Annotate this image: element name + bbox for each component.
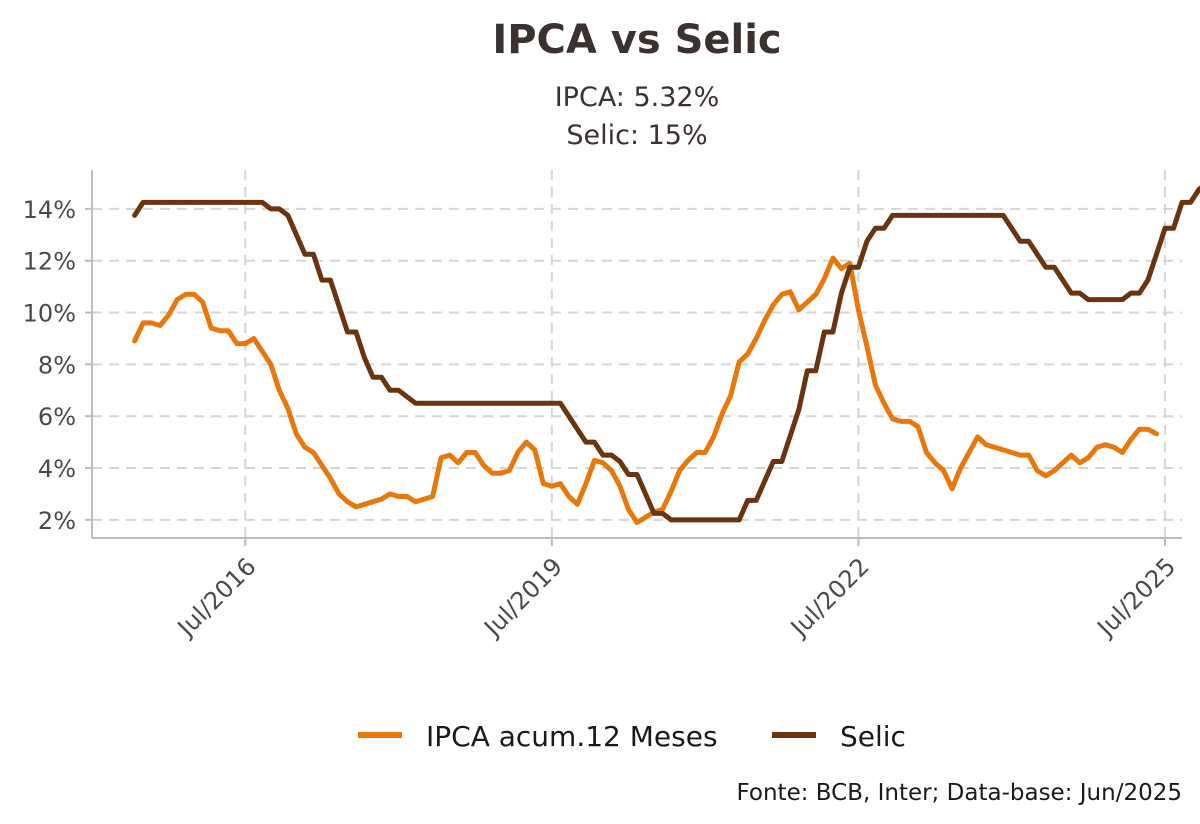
x-tick-label: Jul/2019 [477,552,568,643]
y-tick-label: 4% [38,455,76,483]
legend: IPCA acum.12 Meses Selic [358,720,906,753]
y-tick-label: 8% [38,351,76,379]
legend-label-ipca: IPCA acum.12 Meses [426,720,718,753]
y-tick-labels: 2% 4% 6% 8% 10% 12% 14% [23,196,76,535]
x-tick-label: Jul/2025 [1091,552,1182,643]
chart-subtitle-line-2: Selic: 15% [566,120,707,151]
y-tick-label: 6% [38,403,76,431]
y-tick-label: 12% [23,248,76,276]
chart-title: IPCA vs Selic [492,17,781,63]
y-tick-label: 2% [38,507,76,535]
series-line-selic [132,185,1200,523]
y-tick-label: 14% [23,196,76,224]
legend-label-selic: Selic [840,720,906,753]
grid [92,170,1182,538]
chart-subtitle-line-1: IPCA: 5.32% [555,82,720,113]
x-tick-labels: Jul/2016 Jul/2019 Jul/2022 Jul/2025 [171,552,1181,643]
series-line-ipca [132,255,1159,525]
series-group [132,185,1200,525]
x-tick-label: Jul/2022 [784,552,875,643]
chart-caption: Fonte: BCB, Inter; Data-base: Jun/2025 [737,780,1183,806]
x-tick-label: Jul/2016 [171,552,262,643]
y-tick-label: 10% [23,300,76,328]
axes [85,170,1182,546]
